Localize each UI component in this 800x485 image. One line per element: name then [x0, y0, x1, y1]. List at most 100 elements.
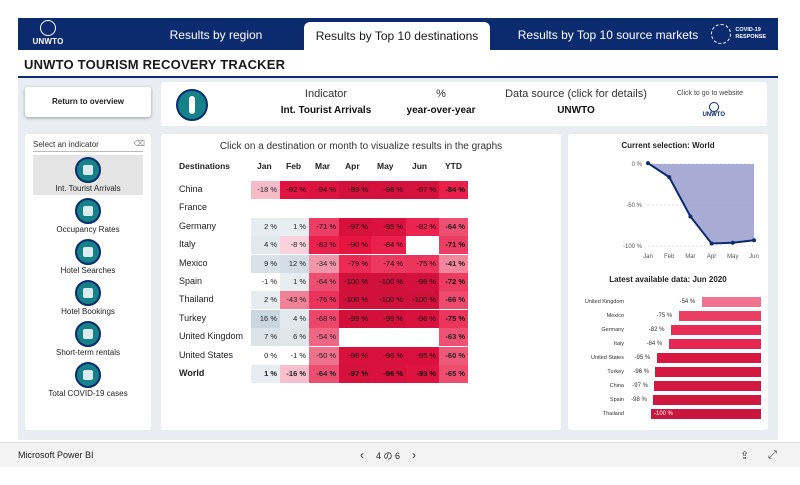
matrix-cell[interactable]: -64 % — [439, 217, 468, 236]
matrix-cell[interactable]: -71 % — [439, 236, 468, 255]
matrix-cell[interactable] — [280, 199, 309, 218]
matrix-column-header[interactable]: Jun — [412, 161, 428, 171]
matrix-cell[interactable]: 0 % — [251, 346, 280, 365]
matrix-cell[interactable]: 1 % — [280, 273, 309, 291]
bar[interactable] — [653, 395, 761, 405]
bar[interactable] — [678, 311, 761, 321]
matrix-row-label[interactable]: Italy — [179, 239, 196, 250]
matrix-cell[interactable]: -98 % — [406, 273, 439, 291]
matrix-cell[interactable]: -79 % — [339, 254, 371, 273]
tab-results-by-region[interactable]: Results by region — [169, 28, 263, 42]
matrix-cell[interactable] — [251, 199, 280, 218]
selector-item-hotel-bookings[interactable]: Hotel Bookings — [33, 278, 143, 318]
matrix-cell[interactable]: -99 % — [339, 309, 371, 328]
fullscreen-icon[interactable]: ⤢ — [768, 449, 777, 461]
matrix-cell[interactable]: -84 % — [439, 181, 468, 199]
matrix-cell[interactable]: 4 % — [280, 309, 309, 328]
matrix-cell[interactable]: -100 % — [371, 291, 406, 310]
matrix-cell[interactable]: -92 % — [280, 181, 309, 199]
matrix-cell[interactable]: -98 % — [371, 181, 406, 199]
matrix-cell[interactable] — [406, 199, 439, 218]
return-to-overview-button[interactable]: Return to overview — [25, 87, 151, 117]
selector-item-int-tourist-arrivals[interactable]: Int. Tourist Arrivals — [33, 155, 143, 195]
matrix-row-label[interactable]: France — [179, 202, 208, 213]
matrix-cell[interactable]: -60 % — [439, 346, 468, 365]
matrix-cell[interactable]: -54 % — [309, 328, 339, 347]
matrix-column-header[interactable]: Mar — [315, 161, 331, 171]
matrix-cell[interactable]: 16 % — [251, 309, 280, 328]
selector-item-total-covid-cases[interactable]: Total COVID-19 cases — [33, 360, 143, 400]
matrix-cell[interactable]: -1 % — [251, 273, 280, 291]
matrix-cell[interactable]: -63 % — [439, 328, 468, 347]
matrix-cell[interactable]: -97 % — [339, 217, 371, 236]
tab-results-by-top10-destinations[interactable]: Results by Top 10 destinations — [304, 22, 490, 50]
matrix-cell[interactable]: -64 % — [309, 273, 339, 291]
matrix-cell[interactable]: -99 % — [339, 181, 371, 199]
data-source-value[interactable]: UNWTO — [557, 105, 595, 116]
matrix-cell[interactable] — [406, 236, 439, 255]
matrix-cell[interactable] — [339, 328, 371, 347]
matrix-cell[interactable]: -74 % — [371, 254, 406, 273]
matrix-cell[interactable]: -100 % — [406, 291, 439, 310]
selector-item-occupancy-rates[interactable]: Occupancy Rates — [33, 196, 143, 236]
matrix-cell[interactable]: -8 % — [280, 236, 309, 255]
bar[interactable] — [668, 339, 761, 349]
data-point[interactable] — [646, 161, 650, 166]
matrix-cell[interactable]: -97 % — [339, 365, 371, 383]
matrix-cell[interactable]: -64 % — [309, 365, 339, 383]
matrix-cell[interactable]: -76 % — [309, 291, 339, 310]
matrix-cell[interactable]: -66 % — [439, 291, 468, 310]
matrix-cell[interactable]: 1 % — [251, 365, 280, 383]
data-point[interactable] — [730, 240, 735, 245]
data-point[interactable] — [709, 241, 714, 246]
matrix-column-header[interactable]: Apr — [345, 161, 360, 171]
clear-selection-icon[interactable]: ⌫ — [133, 139, 145, 148]
matrix-cell[interactable]: -94 % — [309, 181, 339, 199]
matrix-cell[interactable] — [371, 328, 406, 347]
tab-results-by-top10-source-markets[interactable]: Results by Top 10 source markets — [517, 28, 699, 42]
matrix-cell[interactable]: 7 % — [251, 328, 280, 347]
matrix-cell[interactable]: 9 % — [251, 254, 280, 273]
app-name[interactable]: Microsoft Power BI — [18, 450, 94, 460]
bar[interactable] — [654, 381, 761, 391]
matrix-cell[interactable] — [371, 199, 406, 218]
matrix-cell[interactable]: -43 % — [280, 291, 309, 310]
matrix-row-label[interactable]: Mexico — [179, 257, 208, 268]
matrix-cell[interactable]: -68 % — [309, 309, 339, 328]
matrix-cell[interactable]: -96 % — [406, 309, 439, 328]
matrix-row-label[interactable]: Germany — [179, 220, 217, 231]
matrix-cell[interactable]: -95 % — [371, 217, 406, 236]
previous-page-icon[interactable]: ‹ — [360, 448, 364, 462]
data-source-label[interactable]: Data source (click for details) — [505, 88, 647, 100]
matrix-row-label[interactable]: Turkey — [179, 312, 207, 323]
matrix-cell[interactable] — [339, 199, 371, 218]
matrix-cell[interactable]: -34 % — [309, 254, 339, 273]
matrix-cell[interactable]: -18 % — [251, 181, 280, 199]
data-point[interactable] — [667, 175, 672, 180]
data-point[interactable] — [688, 214, 693, 219]
matrix-cell[interactable]: -83 % — [309, 236, 339, 255]
matrix-row-label[interactable]: World — [179, 368, 205, 378]
bar[interactable] — [655, 367, 761, 377]
matrix-cell[interactable]: -75 % — [439, 309, 468, 328]
share-icon[interactable]: ⇪ — [740, 450, 750, 462]
matrix-cell[interactable]: -90 % — [339, 236, 371, 255]
bar[interactable] — [670, 325, 761, 335]
next-page-icon[interactable]: › — [412, 448, 417, 462]
matrix-cell[interactable]: -82 % — [406, 217, 439, 236]
matrix-cell[interactable]: -97 % — [406, 181, 439, 199]
matrix-cell[interactable]: -75 % — [406, 254, 439, 273]
matrix-cell[interactable]: 2 % — [251, 217, 280, 236]
matrix-cell[interactable]: -100 % — [371, 273, 406, 291]
matrix-cell[interactable]: -99 % — [371, 309, 406, 328]
matrix-cell[interactable]: -93 % — [406, 365, 439, 383]
matrix-column-header[interactable]: Jan — [257, 161, 272, 171]
bar[interactable] — [656, 353, 761, 363]
matrix-row-label[interactable]: Thailand — [179, 294, 214, 305]
matrix-cell[interactable]: -96 % — [339, 346, 371, 365]
matrix-cell[interactable]: -16 % — [280, 365, 309, 383]
matrix-cell[interactable]: -100 % — [339, 273, 371, 291]
matrix-cell[interactable] — [406, 328, 439, 347]
matrix-cell[interactable]: -41 % — [439, 254, 468, 273]
website-link-logo[interactable]: UNWTO — [702, 102, 725, 118]
